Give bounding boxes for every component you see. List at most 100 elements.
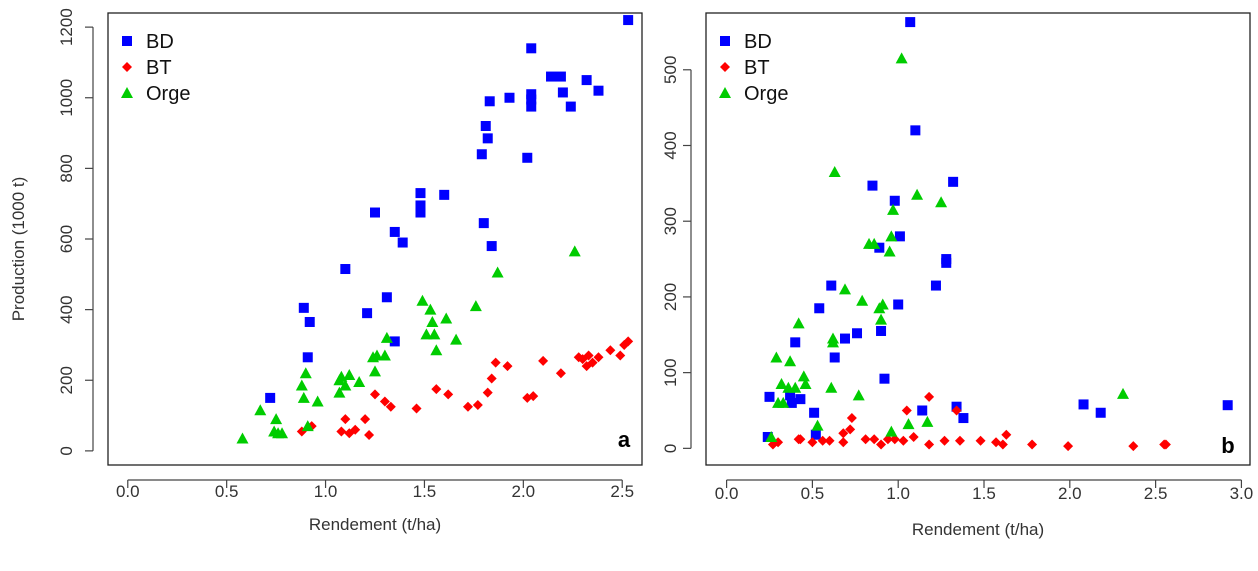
data-point-bd bbox=[958, 413, 969, 424]
series-bd bbox=[265, 15, 634, 403]
data-point-bt bbox=[882, 434, 893, 445]
data-point-bt bbox=[336, 426, 347, 437]
data-point-orge bbox=[568, 245, 581, 257]
data-point-bt bbox=[472, 399, 483, 410]
data-point-bd bbox=[476, 149, 487, 160]
data-point-bt bbox=[954, 435, 965, 446]
data-point-bd bbox=[810, 429, 821, 440]
data-point-bt bbox=[1160, 439, 1171, 450]
data-point-bt bbox=[364, 429, 375, 440]
data-point-bt bbox=[593, 352, 604, 363]
data-point-bd bbox=[1078, 399, 1089, 410]
legend-label-bt: BT bbox=[146, 57, 172, 79]
x-tick-label: 1.5 bbox=[972, 484, 996, 503]
data-point-bt bbox=[490, 357, 501, 368]
data-point-orge bbox=[777, 396, 790, 408]
data-point-bd bbox=[786, 397, 797, 408]
data-point-bt bbox=[502, 361, 513, 372]
legend-label-bd: BD bbox=[146, 31, 174, 53]
plot-frame bbox=[705, 12, 1251, 466]
data-point-orge bbox=[1117, 387, 1130, 399]
data-point-orge bbox=[911, 188, 924, 200]
data-point-bd bbox=[889, 195, 900, 206]
data-point-bd bbox=[764, 391, 775, 402]
data-point-bd bbox=[302, 352, 313, 363]
data-point-bt bbox=[431, 384, 442, 395]
data-point-bd bbox=[389, 336, 400, 347]
data-point-bt bbox=[350, 424, 361, 435]
data-point-orge bbox=[380, 331, 393, 343]
data-point-bd bbox=[790, 337, 801, 348]
data-point-bd bbox=[785, 390, 796, 401]
data-point-bt bbox=[876, 439, 887, 450]
data-point-orge bbox=[295, 379, 308, 391]
data-point-bd bbox=[840, 333, 851, 344]
x-tick-label: 0.0 bbox=[715, 484, 739, 503]
data-point-orge bbox=[343, 368, 356, 380]
data-point-bt bbox=[462, 401, 473, 412]
data-point-bd bbox=[826, 280, 837, 291]
chart-panel-b: 0.0 0.5 1.0 1.5 2.0 2.5 3.0 0 100 200 300 400 500 Ren… bbox=[661, 12, 1253, 539]
data-point-bd bbox=[265, 392, 276, 403]
data-point-bt bbox=[555, 368, 566, 379]
data-point-bd bbox=[1095, 407, 1106, 418]
data-point-bt bbox=[623, 336, 634, 347]
data-point-bd bbox=[910, 125, 921, 136]
data-point-bt bbox=[538, 355, 549, 366]
data-point-orge bbox=[370, 349, 383, 361]
data-point-orge bbox=[775, 377, 788, 389]
data-point-orge bbox=[469, 300, 482, 312]
legend: BD BT Orge bbox=[121, 31, 190, 105]
legend-marker-orge bbox=[121, 87, 133, 98]
data-point-bt bbox=[860, 434, 871, 445]
data-point-orge bbox=[784, 355, 797, 367]
data-point-orge bbox=[935, 196, 948, 208]
data-point-bt bbox=[340, 414, 351, 425]
data-point-bt bbox=[924, 391, 935, 402]
data-point-bd bbox=[876, 325, 887, 336]
data-point-orge bbox=[301, 420, 314, 432]
y-tick-label: 200 bbox=[661, 283, 680, 311]
data-point-bt bbox=[939, 435, 950, 446]
data-point-bt bbox=[411, 403, 422, 414]
data-point-bd bbox=[930, 280, 941, 291]
data-point-orge bbox=[797, 370, 810, 382]
data-point-bd bbox=[526, 94, 537, 105]
data-point-bt bbox=[370, 389, 380, 400]
data-point-orge bbox=[333, 386, 346, 398]
x-tick-label: 2.5 bbox=[610, 482, 634, 501]
data-point-orge bbox=[299, 367, 312, 379]
data-point-orge bbox=[765, 430, 778, 442]
data-point-orge bbox=[799, 377, 812, 389]
data-point-orge bbox=[424, 303, 437, 315]
data-point-bd bbox=[480, 121, 491, 131]
panel-label: b bbox=[1221, 433, 1234, 458]
data-point-bt bbox=[583, 350, 594, 361]
data-point-bd bbox=[504, 92, 515, 103]
data-point-orge bbox=[428, 328, 441, 340]
data-point-orge bbox=[426, 315, 439, 327]
data-point-bt bbox=[605, 345, 616, 356]
data-point-orge bbox=[895, 52, 908, 64]
data-point-bt bbox=[379, 396, 390, 407]
y-tick-label: 0 bbox=[57, 446, 76, 455]
y-tick-label: 400 bbox=[661, 131, 680, 159]
data-point-bd bbox=[298, 302, 309, 313]
x-tick-label: 1.0 bbox=[314, 482, 338, 501]
data-point-bd bbox=[526, 43, 537, 54]
data-point-bd bbox=[879, 373, 890, 384]
data-point-orge bbox=[792, 317, 805, 329]
data-point-orge bbox=[378, 349, 391, 361]
data-point-bd bbox=[795, 394, 806, 405]
data-point-bt bbox=[838, 437, 849, 448]
data-point-bt bbox=[1128, 441, 1139, 452]
legend-marker-bt bbox=[720, 62, 730, 72]
panel-label: a bbox=[618, 427, 631, 452]
data-point-bt bbox=[838, 428, 849, 439]
data-point-orge bbox=[921, 415, 934, 427]
series-orge bbox=[236, 245, 581, 444]
data-point-orge bbox=[885, 230, 898, 242]
data-point-bd bbox=[623, 15, 634, 26]
legend-label-orge: Orge bbox=[146, 83, 190, 105]
